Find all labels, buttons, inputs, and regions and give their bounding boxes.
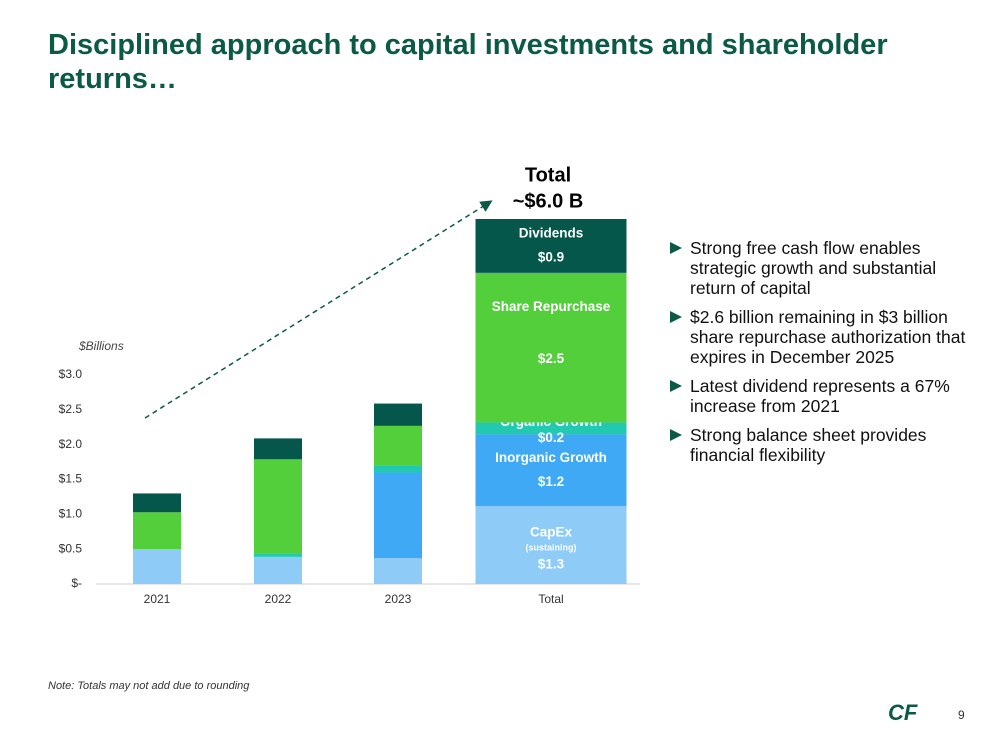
x-tick-label: 2023 <box>385 592 412 606</box>
y-tick-label: $2.0 <box>59 437 83 451</box>
data-label: $2.5 <box>538 351 565 366</box>
segment-label: Dividends <box>519 225 584 240</box>
bar-segment <box>475 422 627 435</box>
y-tick-label: $1.5 <box>59 472 83 486</box>
bar-segment <box>475 506 627 584</box>
bar-segment <box>254 556 302 584</box>
page-number: 9 <box>958 708 965 722</box>
data-label: $1.3 <box>538 557 565 572</box>
data-label: $0.9 <box>538 249 564 264</box>
x-tick-label: Total <box>538 592 563 606</box>
bullet: Strong balance sheet provides financial … <box>668 425 968 465</box>
logo: CF <box>888 700 918 725</box>
segment-note: (sustaining) <box>526 542 577 552</box>
bar-segment <box>133 512 181 550</box>
bar-segment <box>475 434 627 507</box>
bar-segment <box>133 493 181 513</box>
bullet: Latest dividend represents a 67% increas… <box>668 376 968 416</box>
segment-label: Share Repurchase <box>492 299 611 314</box>
bullet: $2.6 billion remaining in $3 billion sha… <box>668 307 968 367</box>
y-tick-label: $2.5 <box>59 402 83 416</box>
data-label: $1.2 <box>538 474 564 489</box>
bullet-list: Strong free cash flow enables strategic … <box>668 238 968 474</box>
segment-label: CapEx <box>530 525 573 540</box>
x-tick-label: 2022 <box>265 592 292 606</box>
y-tick-label: $1.0 <box>59 507 83 521</box>
y-axis-label: $Billions <box>78 339 124 353</box>
bar-segment <box>374 558 422 584</box>
annotation: ~$6.0 B <box>513 190 584 212</box>
bar-segment <box>254 459 302 554</box>
trend-arrow <box>144 200 493 419</box>
y-tick-label: $3.0 <box>59 367 83 381</box>
slide-title: Disciplined approach to capital investme… <box>48 29 888 95</box>
bar-segment <box>475 219 627 273</box>
x-tick-label: 2021 <box>144 592 171 606</box>
bullet: Strong free cash flow enables strategic … <box>668 238 968 298</box>
bar-segment <box>374 465 422 473</box>
bar-segment <box>475 272 627 423</box>
bar-segment <box>133 549 181 584</box>
bar-segment <box>374 425 422 466</box>
y-tick-label: $0.5 <box>59 541 83 555</box>
segment-label: Inorganic Growth <box>495 450 607 465</box>
data-label: $0.2 <box>538 430 564 445</box>
annotation: Total <box>525 164 571 186</box>
bar-segment <box>374 403 422 426</box>
bar-segment <box>374 472 422 559</box>
y-tick-label: $- <box>71 576 82 590</box>
footnote: Note: Totals may not add due to rounding <box>48 680 250 692</box>
bar-segment <box>254 438 302 460</box>
bar-segment <box>254 553 302 557</box>
